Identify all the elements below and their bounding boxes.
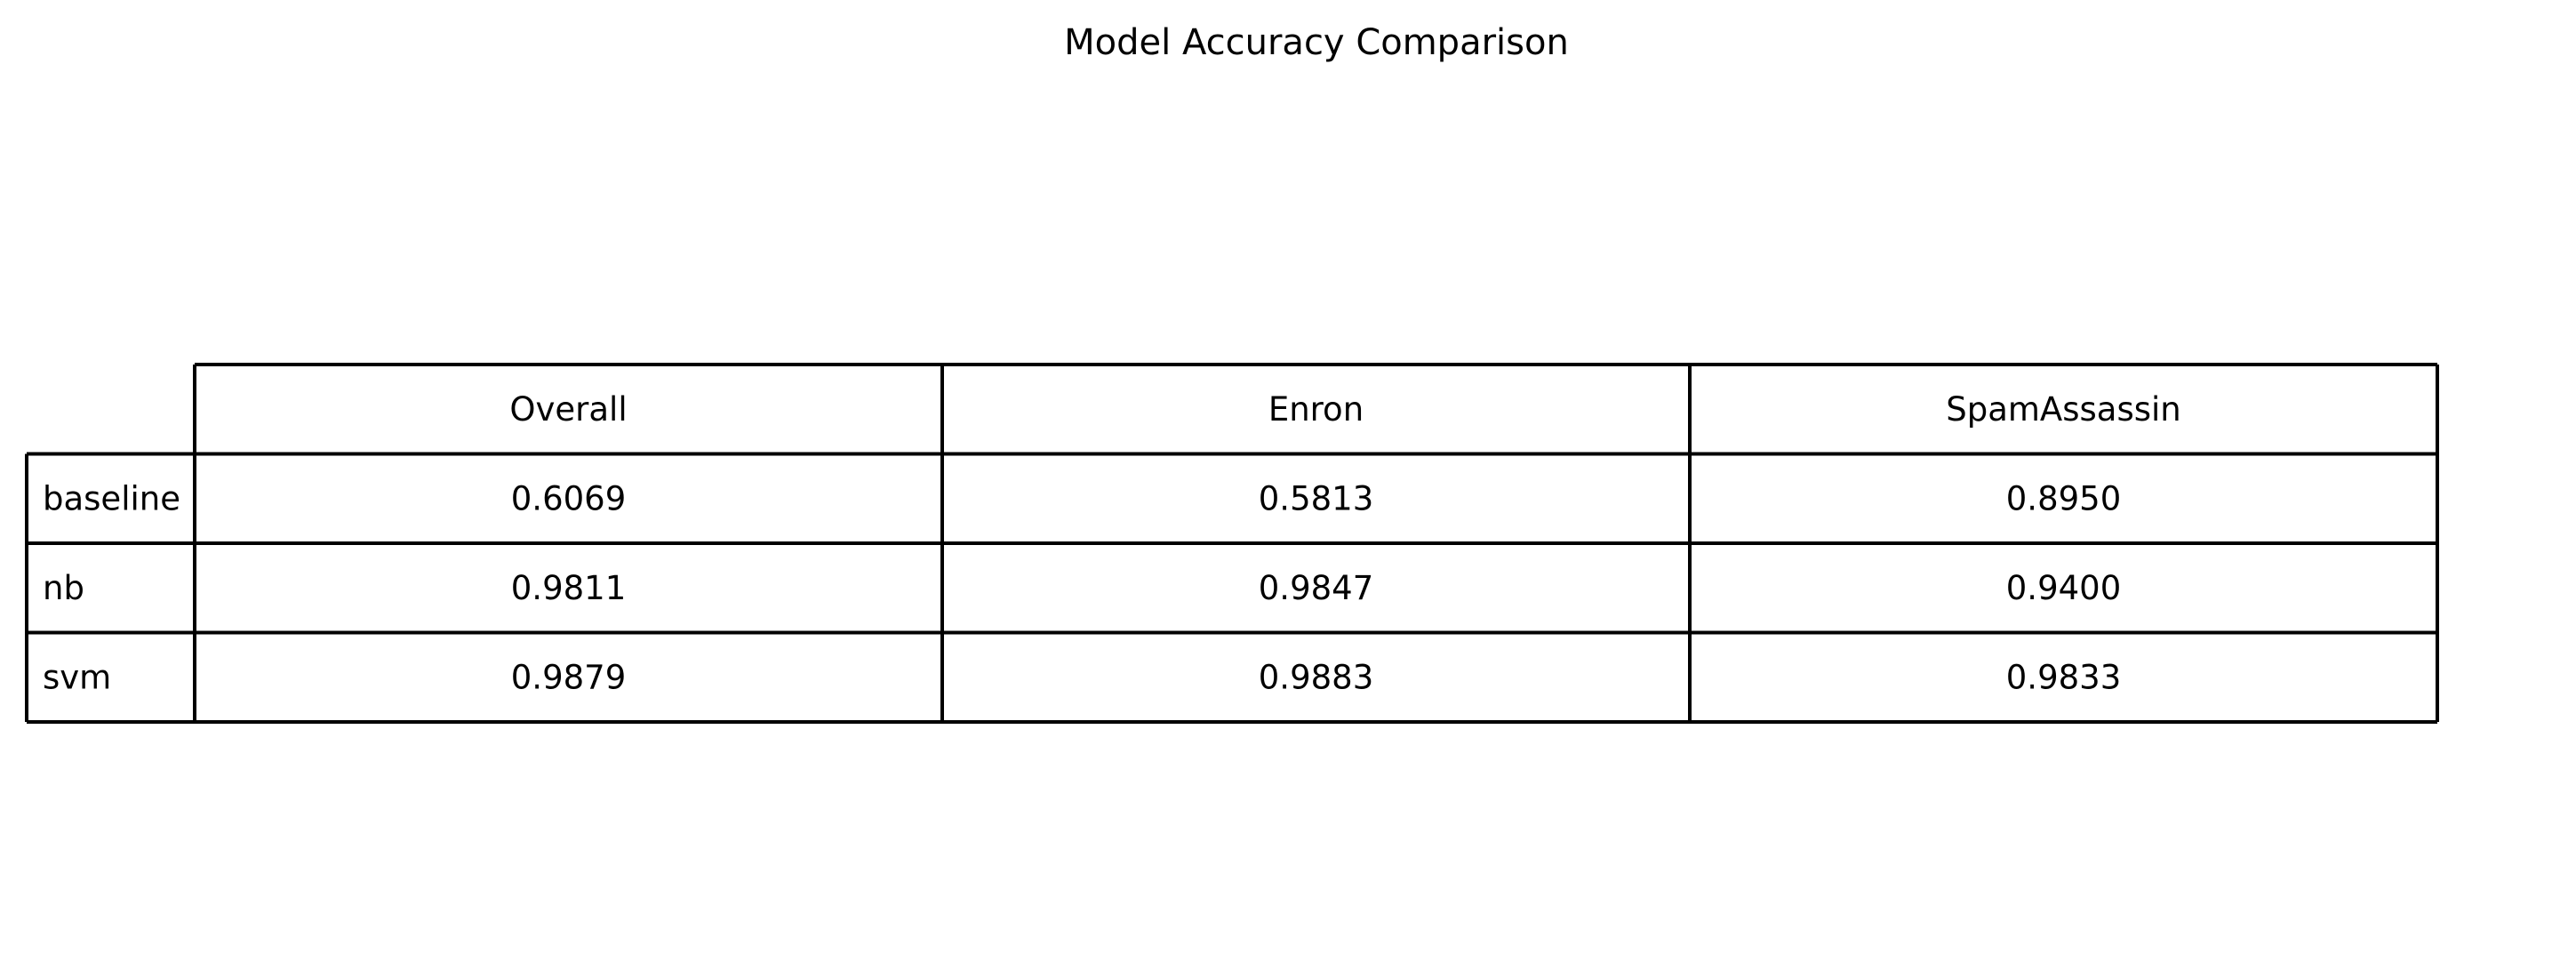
chart-title: Model Accuracy Comparison bbox=[1064, 22, 1569, 63]
column-header: SpamAssassin bbox=[1946, 390, 2181, 429]
table-cell: 0.5813 bbox=[1259, 479, 1373, 517]
row-label: svm bbox=[43, 658, 111, 696]
table-cell: 0.6069 bbox=[511, 479, 626, 517]
table-cell: 0.9847 bbox=[1259, 569, 1373, 607]
table-cell: 0.9400 bbox=[2006, 569, 2121, 607]
row-label: baseline bbox=[43, 479, 180, 517]
row-label: nb bbox=[43, 569, 84, 607]
table-cell: 0.9883 bbox=[1259, 658, 1373, 696]
table-cell: 0.9811 bbox=[511, 569, 626, 607]
column-header: Overall bbox=[509, 390, 627, 429]
table-cell: 0.9833 bbox=[2006, 658, 2121, 696]
table-cell: 0.9879 bbox=[511, 658, 626, 696]
column-header: Enron bbox=[1268, 390, 1364, 429]
table-cell: 0.8950 bbox=[2006, 479, 2121, 517]
